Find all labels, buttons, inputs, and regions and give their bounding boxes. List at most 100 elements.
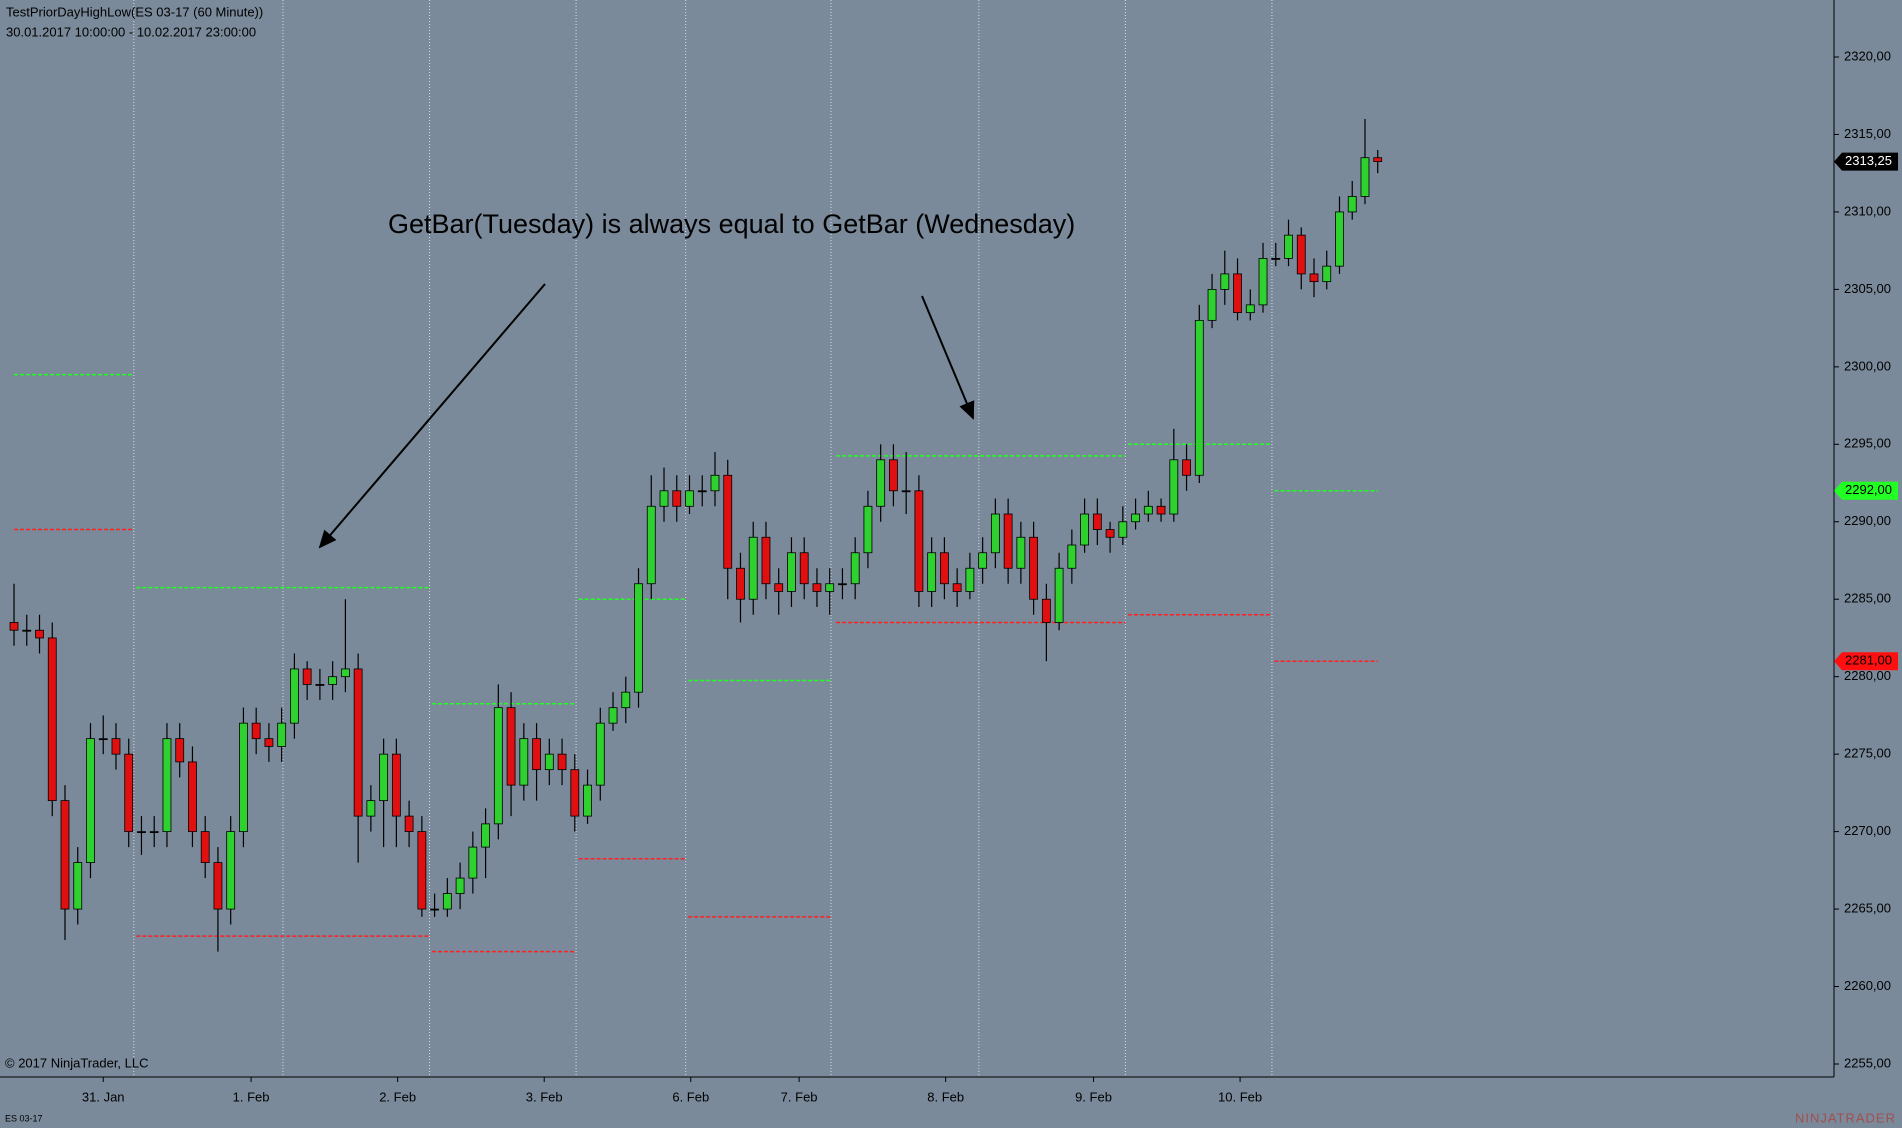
candle-body [557, 753, 567, 771]
x-tick-label: 8. Feb [927, 1089, 964, 1104]
candle-body [86, 738, 95, 863]
candle-body [1131, 513, 1140, 523]
candle-body [965, 567, 975, 592]
candle-body [927, 552, 937, 592]
candle-body [290, 668, 299, 724]
candle-body [340, 668, 350, 678]
candle-body [1322, 265, 1332, 283]
x-tick-label: 10. Feb [1218, 1089, 1262, 1104]
candle-body [9, 622, 19, 631]
price-marker [1834, 652, 1898, 671]
x-tick-label: 3. Feb [526, 1089, 563, 1104]
candle-body [952, 583, 962, 592]
candle-body [493, 707, 503, 825]
instrument: ES 03-17 [5, 1113, 43, 1123]
candle-body [736, 567, 745, 600]
candle-body [723, 474, 733, 569]
chart-title: TestPriorDayHighLow(ES 03-17 (60 Minute)… [6, 4, 263, 19]
candle-body [1029, 536, 1039, 600]
candle-body [710, 474, 720, 492]
x-tick-label: 1. Feb [233, 1089, 270, 1104]
price-marker-label: 2313,25 [1845, 153, 1892, 168]
candle-body [544, 753, 554, 771]
candle-body [1335, 211, 1344, 267]
candle-body [532, 738, 541, 771]
candle-body [1245, 304, 1255, 314]
candle-body [621, 691, 631, 709]
candle-body [659, 490, 669, 507]
candle-body [391, 753, 401, 817]
x-tick-label: 9. Feb [1075, 1089, 1112, 1104]
candle-body [481, 823, 490, 848]
candle-body [901, 490, 911, 493]
logo: NINJATRADER [1795, 1110, 1896, 1125]
candle-body [799, 552, 809, 585]
candle-body [251, 722, 261, 740]
y-tick-label: 2320,00 [1844, 48, 1891, 63]
candle-body [850, 552, 860, 585]
candle-body [889, 459, 898, 492]
plot-area [9, 0, 1383, 1077]
candle-body [1041, 598, 1051, 623]
candle-body [1309, 273, 1319, 283]
date-range: 30.01.2017 10:00:00 - 10.02.2017 23:00:0… [6, 24, 256, 39]
y-tick-label: 2265,00 [1844, 901, 1891, 916]
candle-body [838, 583, 847, 586]
copyright: © 2017 NinjaTrader, LLC [5, 1055, 149, 1070]
candle-body [22, 629, 32, 632]
candle-body [315, 684, 325, 686]
candle-body [876, 459, 886, 507]
arrow [921, 295, 975, 420]
price-marker-label: 2281,00 [1845, 653, 1892, 668]
candle-body [914, 490, 924, 592]
y-tick-label: 2255,00 [1844, 1055, 1891, 1070]
candle-body [1143, 505, 1153, 515]
candle-body [1003, 513, 1013, 569]
y-tick-label: 2270,00 [1844, 823, 1891, 838]
y-tick-label: 2290,00 [1844, 513, 1891, 528]
y-tick-label: 2310,00 [1844, 203, 1891, 218]
candle-body [583, 784, 592, 817]
candle-body [35, 629, 44, 639]
candle-body [149, 831, 159, 834]
x-tick-label: 2. Feb [379, 1089, 416, 1104]
candle-body [277, 722, 287, 747]
candle-body [417, 831, 427, 910]
y-tick-label: 2300,00 [1844, 358, 1891, 373]
y-tick-label: 2260,00 [1844, 978, 1891, 993]
price-marker [1834, 152, 1898, 171]
candle-body [1220, 273, 1230, 290]
candle-body [519, 738, 529, 786]
price-marker-label: 2292,00 [1845, 482, 1892, 497]
candle-body [506, 707, 516, 786]
candle-body [863, 505, 873, 554]
candle-body [748, 536, 758, 600]
candle-body [98, 738, 108, 741]
candle-body [1271, 258, 1281, 260]
candle-body [430, 908, 440, 911]
candle-body [162, 738, 172, 833]
candle-body [1067, 544, 1077, 569]
candle-body [978, 552, 988, 569]
candle-body [570, 769, 580, 817]
candle-body [1169, 459, 1179, 515]
candle-body [940, 552, 949, 585]
candle-body [124, 753, 134, 833]
arrow [318, 283, 546, 549]
candle-body [213, 862, 223, 910]
candle-body [595, 722, 605, 786]
candle-body [468, 846, 478, 879]
y-tick-label: 2295,00 [1844, 436, 1891, 451]
x-tick-label: 6. Feb [672, 1089, 709, 1104]
x-tick-label: 7. Feb [781, 1089, 818, 1104]
candle-body [111, 738, 121, 755]
candle-body [404, 815, 414, 833]
candle-body [1182, 459, 1191, 476]
candle-body [1207, 288, 1217, 321]
candle-body [188, 761, 197, 833]
candle-body [455, 877, 465, 894]
annotation: GetBar(Tuesday) is always equal to GetBa… [388, 209, 1075, 239]
